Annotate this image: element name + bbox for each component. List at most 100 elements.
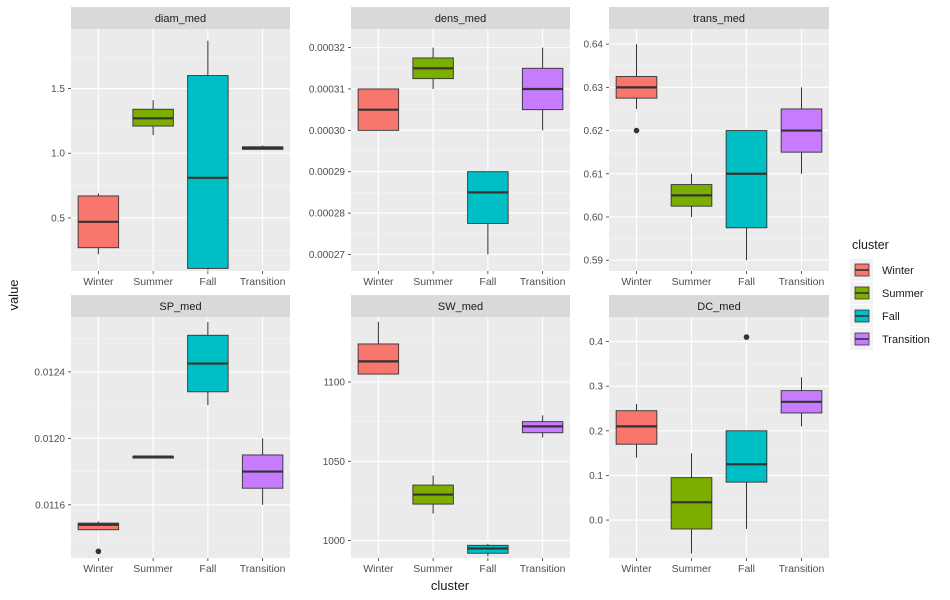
y-tick-label: 1.5 [51,84,65,95]
x-tick-label: Winter [83,563,114,575]
facet-title: SW_med [438,301,483,313]
box-iqr [77,522,120,531]
x-tick-label: Winter [363,276,394,288]
box-summer [670,173,713,217]
box-iqr [357,343,400,375]
facet-title: dens_med [435,13,486,25]
legend-label: Fall [882,311,900,323]
x-tick-label: Summer [413,563,453,575]
x-tick-label: Fall [738,276,755,288]
y-tick-label: 0.0120 [34,434,65,445]
facet-panel-diam_med: diam_med 0.5 1.0 1.5 Winter Summer Fall Transit… [51,7,290,288]
y-tick-label: 0.63 [584,83,604,94]
facet-panel-SP_med: SP_med 0.0116 0.0120 0.0124 Winter Summer Fall… [34,295,290,575]
box-winter [357,321,400,375]
legend-title: cluster [852,238,889,252]
x-tick-label: Fall [199,276,216,288]
y-tick-label: 1050 [323,457,346,468]
panel-background [351,29,570,271]
y-tick-label: 0.64 [584,40,604,51]
x-tick-label: Summer [672,276,712,288]
legend-label: Summer [882,288,924,300]
box-fall [725,130,768,261]
facet-strip [609,7,829,29]
y-tick-label: 0.62 [584,126,604,137]
y-tick-label: 0.3 [589,382,603,393]
legend: cluster Winter Summer Fall Transition [850,238,930,350]
facet-strip [609,295,829,317]
x-tick-label: Summer [413,276,453,288]
x-tick-label: Fall [738,563,755,575]
box-summer [412,47,454,89]
y-tick-label: 0.00031 [309,84,346,95]
y-tick-label: 0.0116 [35,500,65,511]
box-iqr [670,477,713,530]
outlier-point [633,127,640,134]
box-iqr [725,130,768,229]
box-winter [77,193,120,255]
box-iqr [467,171,509,224]
legend-label: Transition [882,334,930,346]
y-tick-label: 0.00029 [309,167,346,178]
panel-background [71,317,290,558]
box-summer [132,100,174,136]
box-fall [467,171,509,255]
box-fall [725,334,768,529]
legend-item-fall: Fall [850,305,900,327]
x-axis-title: cluster [431,578,470,593]
x-tick-label: Summer [133,563,173,575]
facet-strip [351,295,570,317]
y-tick-label: 0.0124 [34,367,65,378]
facet-strip [351,7,570,29]
box-iqr [725,430,768,483]
box-transition [521,47,564,131]
y-tick-label: 0.61 [584,169,604,180]
box-fall [467,543,509,557]
box-summer [132,455,174,459]
box-fall [187,321,229,406]
y-tick-label: 0.2 [589,426,603,437]
box-winter [615,404,658,458]
y-tick-label: 0.59 [584,256,604,267]
y-axis-title: value [6,279,21,310]
x-tick-label: Transition [779,563,825,575]
y-tick-label: 1.0 [51,149,65,160]
legend-label: Winter [882,265,914,277]
legend-item-winter: Winter [850,259,914,281]
facet-panel-trans_med: trans_med 0.59 0.60 0.61 0.62 0.63 0.64 Winter S… [584,7,829,288]
outlier-point [95,548,102,555]
x-tick-label: Fall [479,563,496,575]
box-transition [241,145,284,150]
x-tick-label: Transition [520,563,566,575]
y-tick-label: 0.00028 [309,209,346,220]
box-winter [615,44,658,134]
x-tick-label: Winter [621,563,652,575]
facet-panel-DC_med: DC_med 0.0 0.1 0.2 0.3 0.4 Winter Summer Fall Tra… [589,295,829,575]
x-tick-label: Transition [240,563,286,575]
box-transition [241,438,284,505]
y-tick-label: 1100 [323,378,345,389]
facet-title: diam_med [155,13,206,25]
box-transition [780,377,823,427]
box-transition [521,415,564,438]
facet-panel-SW_med: SW_med 1000 1050 1100 Winter Summer Fall Transi… [323,295,570,575]
box-fall [187,40,229,270]
x-tick-label: Fall [479,276,496,288]
box-winter [357,88,400,131]
y-tick-label: 0.4 [589,337,603,348]
x-tick-label: Transition [520,276,566,288]
y-tick-label: 0.00032 [309,43,346,54]
x-tick-label: Winter [621,276,652,288]
box-iqr [187,75,229,269]
legend-item-transition: Transition [850,328,930,350]
y-tick-label: 0.00030 [309,126,346,137]
box-transition [780,87,823,174]
y-tick-label: 0.1 [589,471,603,482]
x-tick-label: Winter [83,276,114,288]
box-summer [670,453,713,554]
y-tick-label: 0.0 [589,516,603,527]
facet-title: DC_med [697,301,740,313]
y-tick-label: 0.60 [584,212,604,223]
x-tick-label: Transition [779,276,825,288]
